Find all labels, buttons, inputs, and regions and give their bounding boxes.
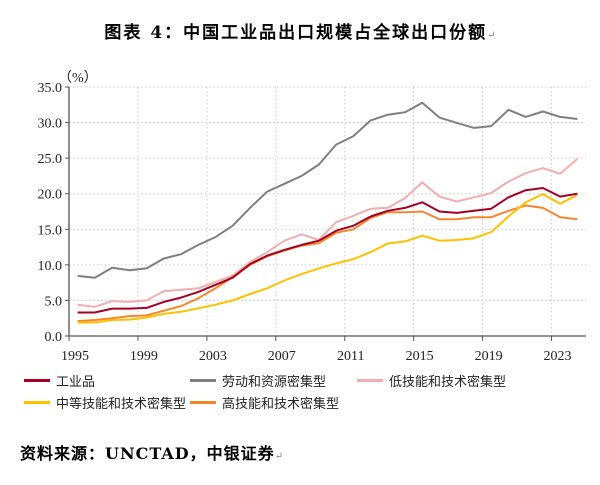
legend-item: 高技能和技术密集型 — [190, 394, 340, 412]
y-axis-unit-label: （%） — [58, 70, 98, 86]
legend-swatch — [357, 378, 383, 382]
y-tick-label: 10.0 — [38, 259, 63, 274]
x-axis-ticks: 1995 1999 2003 2007 2011 2015 2019 2023 — [61, 336, 572, 364]
x-tick-label: 1995 — [61, 349, 89, 364]
series-line-3 — [77, 193, 578, 324]
legend-swatch — [190, 400, 216, 404]
legend-label: 劳动和资源密集型 — [222, 374, 327, 390]
y-tick-label: 15.0 — [38, 223, 63, 238]
series-line-1 — [77, 101, 578, 279]
y-tick-label: 20.0 — [38, 188, 63, 203]
y-tick-label: 35.0 — [38, 81, 63, 96]
paragraph-mark: ↵ — [487, 30, 496, 41]
legend-label: 低技能和技术密集型 — [389, 374, 507, 390]
y-axis-ticks: 0.0 5.0 10.0 15.0 20.0 25.0 30.0 35.0 — [38, 81, 69, 345]
legend-label: 中等技能和技术密集型 — [56, 396, 187, 412]
x-tick-label: 2003 — [199, 349, 227, 364]
legend-swatch — [24, 400, 50, 404]
x-tick-label: 2019 — [475, 349, 503, 364]
chart-title: 图表 4：中国工业品出口规模占全球出口份额↵ — [0, 18, 600, 43]
series-line-4 — [77, 204, 578, 323]
x-tick-label: 2023 — [544, 349, 572, 364]
source-text: 资料来源：UNCTAD，中银证券 — [20, 444, 275, 463]
y-tick-label: 0.0 — [45, 330, 63, 345]
y-tick-label: 30.0 — [38, 117, 63, 132]
source-note: 资料来源：UNCTAD，中银证券↵ — [20, 440, 283, 464]
series-line-2 — [77, 158, 579, 308]
x-tick-label: 2011 — [337, 349, 364, 364]
paragraph-mark: ↵ — [274, 451, 284, 462]
legend-label: 高技能和技术密集型 — [222, 396, 340, 412]
chart-title-text: 图表 4：中国工业品出口规模占全球出口份额 — [104, 23, 488, 43]
legend-label: 工业品 — [56, 374, 96, 390]
x-tick-label: 1999 — [130, 349, 158, 364]
x-tick-label: 2015 — [406, 349, 434, 364]
legend-item: 工业品 — [24, 372, 96, 390]
axes — [68, 87, 586, 337]
y-tick-label: 25.0 — [38, 152, 63, 167]
series-line-0 — [77, 187, 578, 314]
legend-swatch — [24, 378, 50, 382]
x-tick-label: 2007 — [268, 349, 296, 364]
legend-item: 劳动和资源密集型 — [190, 372, 327, 390]
legend-item: 中等技能和技术密集型 — [24, 394, 187, 412]
series-lines — [77, 101, 579, 324]
legend-swatch — [190, 378, 216, 382]
legend-item: 低技能和技术密集型 — [357, 372, 507, 390]
y-tick-label: 5.0 — [45, 294, 63, 309]
